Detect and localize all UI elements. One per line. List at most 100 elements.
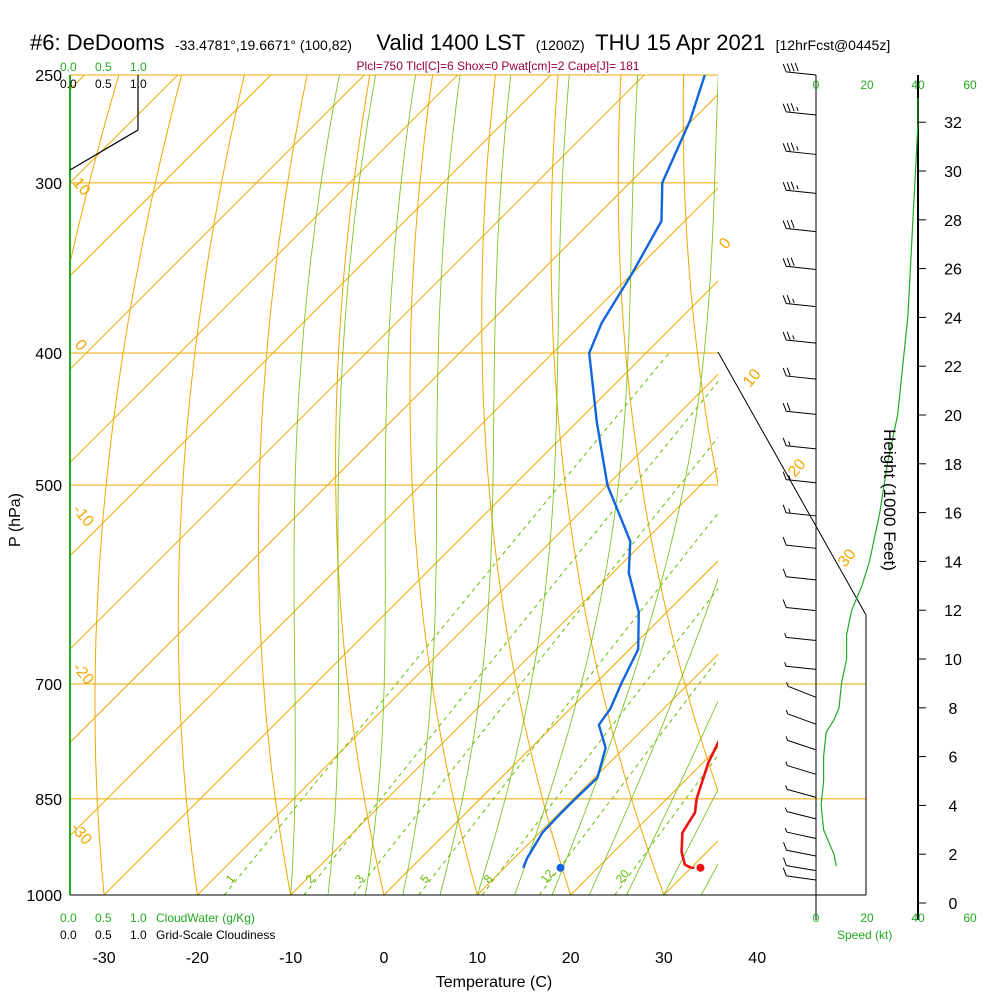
- cloudiness-top-scale-0: 0.0: [60, 77, 77, 91]
- wind-barb-flag: [786, 367, 791, 376]
- wind-barb-flag: [782, 103, 787, 113]
- wind-barb: [782, 402, 817, 415]
- moist-adiabat--10: [290, 75, 340, 895]
- isotherm--90: [70, 75, 365, 371]
- height-axis-label: Height (1000 Feet): [880, 429, 899, 571]
- isotherm-label: -30: [67, 820, 95, 849]
- wind-barb: [782, 437, 817, 450]
- wind-barb: [785, 709, 817, 725]
- station-name: #6: DeDooms: [30, 30, 165, 55]
- isotherm-label: -10: [69, 502, 97, 531]
- height-tick-12: 12: [944, 603, 962, 620]
- wind-barb: [785, 736, 817, 751]
- wind-barb: [782, 471, 817, 484]
- wind-barb-flag: [790, 103, 795, 112]
- dry-adiabat-70: [808, 51, 1000, 924]
- mixing-ratio-1: [223, 352, 670, 895]
- cloud-profile: [69, 75, 139, 171]
- forecast-info: [12hrFcst@0445z]: [776, 37, 891, 53]
- pressure-tick-250: 250: [35, 68, 62, 85]
- mixing-ratio-3: [353, 436, 718, 895]
- isotherm--80: [70, 75, 458, 464]
- wind-barb-half-flag: [784, 807, 788, 812]
- wind-barb-half-flag: [788, 475, 791, 480]
- cloud-bottom-scale-2: 1.0: [130, 911, 147, 925]
- wind-barbs: [782, 62, 817, 881]
- pressure-axis-label: P (hPa): [7, 493, 24, 547]
- wind-barb: [785, 785, 817, 798]
- isotherm-0: [383, 560, 718, 895]
- pressure-tick-1000: 1000: [26, 888, 62, 905]
- mixing-ratio-label: 3: [352, 872, 367, 886]
- moist-adiabat-30: [663, 788, 718, 895]
- wind-panel-boundary: [717, 351, 867, 895]
- wind-barb: [782, 367, 817, 380]
- wind-barb-half-flag: [796, 146, 799, 151]
- dry-adiabat-60: [746, 51, 958, 924]
- wind-barb-flag: [790, 142, 795, 151]
- wind-barb-staff: [786, 512, 817, 517]
- wind-barb: [782, 537, 817, 549]
- valid-date: THU 15 Apr 2021: [595, 30, 765, 55]
- dry-adiabat-100: [994, 51, 1000, 924]
- wind-barb-flag: [782, 63, 787, 73]
- wind-barb: [782, 142, 817, 155]
- wind-barb-staff: [786, 606, 817, 612]
- wind-barb: [782, 504, 817, 517]
- dry-adiabat--20: [177, 75, 245, 895]
- wind-barb: [786, 682, 817, 698]
- wind-barb-flag: [782, 867, 787, 877]
- height-tick-30: 30: [944, 164, 962, 181]
- wind-barb-flag: [790, 63, 795, 72]
- wind-barb-half-flag: [784, 827, 788, 833]
- height-tick-20: 20: [944, 408, 962, 425]
- wind-barb-staff: [786, 375, 817, 380]
- surface-dewpoint-point: [556, 863, 565, 872]
- height-tick-0: 0: [949, 896, 958, 913]
- mixing-ratio-label: 20: [613, 867, 633, 886]
- wind-barb-flag: [782, 568, 787, 577]
- wind-barb-flag: [782, 258, 787, 267]
- temperature-tick-0: 0: [380, 950, 389, 967]
- wind-speed-profile: [820, 97, 919, 867]
- wind-barb-staff: [786, 865, 817, 872]
- wind-barb-half-flag: [785, 761, 788, 766]
- dry-adiabat--30: [94, 75, 183, 895]
- wind-barb-flag: [794, 62, 799, 72]
- pressure-tick-400: 400: [35, 346, 62, 363]
- wind-speed-line: [820, 97, 919, 867]
- pressure-tick-300: 300: [35, 176, 62, 193]
- temperature-tick-20: 20: [562, 950, 580, 967]
- dewpoint-profile: [522, 75, 706, 869]
- wind-barb-flag: [782, 295, 787, 304]
- wind-barb: [784, 662, 817, 670]
- wind-barb-flag: [782, 437, 787, 446]
- wind-barb-flag: [786, 402, 791, 412]
- mixing-ratio-12: [538, 658, 718, 895]
- wind-barb-staff: [787, 713, 817, 725]
- speed-bottom-tick-60: 60: [963, 911, 977, 925]
- temperature-axis-label: Temperature (C): [436, 974, 552, 991]
- wind-barb-staff: [786, 544, 817, 549]
- height-tick-18: 18: [944, 457, 962, 474]
- speed-bottom-tick-0: 0: [813, 911, 820, 925]
- mixing-ratio-label: 5: [417, 872, 432, 886]
- cloud-bottom-scale-0: 0.0: [60, 911, 77, 925]
- cloudiness-bottom-scale-1: 0.5: [95, 928, 112, 942]
- pressure-tick-850: 850: [35, 792, 62, 809]
- dry-adiabat-10: [409, 75, 478, 895]
- isotherm--40: [70, 187, 718, 837]
- wind-barb-staff: [787, 685, 817, 698]
- cloud-top-scale-2: 1.0: [130, 60, 147, 74]
- wind-barb-flag: [786, 220, 791, 229]
- wind-barb: [783, 842, 817, 857]
- wind-barb: [782, 103, 817, 116]
- speed-bottom-scale: 0 20 40 60 Speed (kt): [813, 911, 977, 942]
- dry-adiabat-20: [481, 75, 572, 895]
- wind-barb-staff: [786, 665, 817, 670]
- sounding-profiles: [522, 75, 718, 869]
- wind-barb-flag: [782, 331, 787, 341]
- wind-barb-staff: [786, 811, 817, 820]
- wind-barb: [782, 181, 817, 194]
